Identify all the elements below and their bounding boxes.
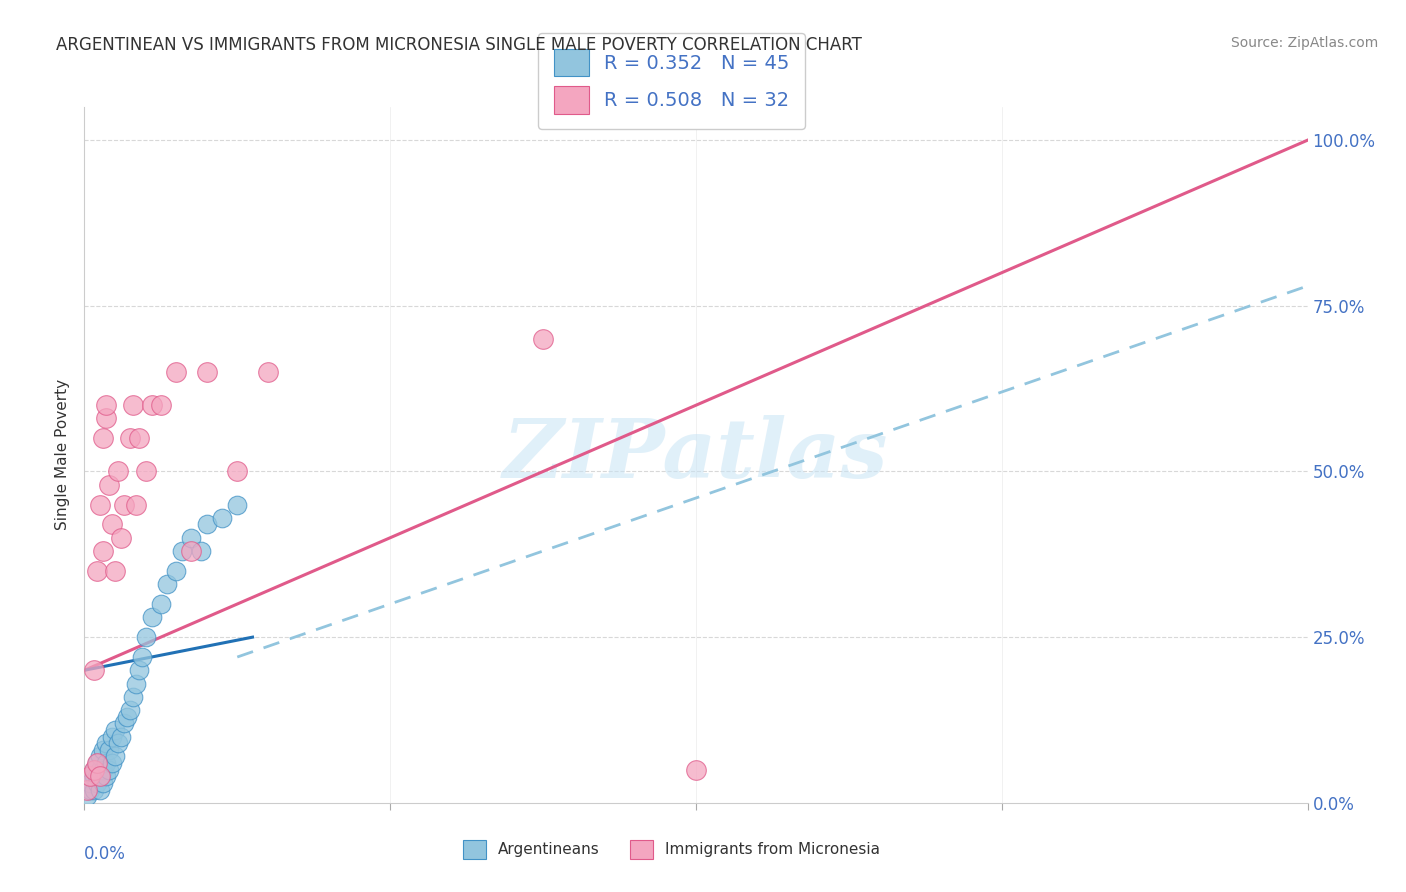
Point (211, 511, 233, 525)
Point (120, 703, 142, 717)
Point (226, 465, 249, 479)
Point (104, 723, 127, 737)
Point (83, 769, 105, 783)
Point (79, 782, 101, 797)
Point (112, 498, 135, 512)
Point (76, 789, 98, 804)
Point (141, 398, 163, 412)
Point (104, 749, 127, 764)
Point (190, 544, 212, 558)
Point (86, 756, 108, 770)
Point (141, 610, 163, 624)
Point (226, 498, 249, 512)
Point (101, 517, 124, 532)
Point (122, 690, 145, 704)
Point (685, 763, 707, 777)
Point (83, 663, 105, 677)
Point (104, 564, 127, 578)
Point (94, 736, 117, 750)
Point (112, 716, 135, 731)
Text: ARGENTINEAN VS IMMIGRANTS FROM MICRONESIA SINGLE MALE POVERTY CORRELATION CHART: ARGENTINEAN VS IMMIGRANTS FROM MICRONESI… (56, 36, 862, 54)
Point (94, 398, 117, 412)
Point (86, 564, 108, 578)
Point (172, 544, 194, 558)
Point (89, 749, 111, 764)
Point (195, 517, 218, 532)
Point (107, 736, 129, 750)
Point (94, 411, 117, 425)
Point (79, 769, 101, 783)
Point (97, 477, 120, 491)
Point (94, 756, 117, 770)
Point (89, 763, 111, 777)
Point (76, 782, 98, 797)
Point (83, 763, 105, 777)
Point (91, 763, 114, 777)
Point (89, 498, 111, 512)
Point (125, 498, 148, 512)
Point (86, 756, 108, 770)
Point (135, 465, 157, 479)
Point (89, 782, 111, 797)
Point (107, 465, 129, 479)
Text: ZIPatlas: ZIPatlas (503, 415, 889, 495)
Point (195, 365, 218, 379)
Point (531, 332, 554, 346)
Point (97, 763, 120, 777)
Point (110, 531, 132, 545)
Point (257, 365, 280, 379)
Point (135, 630, 157, 644)
Point (128, 431, 150, 445)
Point (83, 782, 105, 797)
Point (91, 544, 114, 558)
Text: 0.0%: 0.0% (84, 845, 127, 863)
Y-axis label: Single Male Poverty: Single Male Poverty (55, 379, 70, 531)
Point (94, 769, 117, 783)
Point (149, 398, 172, 412)
Point (180, 531, 202, 545)
Point (101, 730, 124, 744)
Point (122, 398, 145, 412)
Point (180, 544, 202, 558)
Point (91, 776, 114, 790)
Point (89, 769, 111, 783)
Text: Source: ZipAtlas.com: Source: ZipAtlas.com (1230, 36, 1378, 50)
Point (86, 776, 108, 790)
Point (97, 743, 120, 757)
Point (79, 776, 101, 790)
Point (91, 431, 114, 445)
Point (115, 709, 138, 723)
Point (110, 730, 132, 744)
Point (83, 763, 105, 777)
Point (149, 597, 172, 611)
Point (165, 564, 187, 578)
Point (165, 365, 187, 379)
Point (120, 431, 142, 445)
Point (125, 676, 148, 690)
Point (131, 650, 153, 665)
Point (101, 756, 124, 770)
Point (86, 769, 108, 783)
Point (156, 577, 179, 591)
Point (128, 663, 150, 677)
Legend: Argentineans, Immigrants from Micronesia: Argentineans, Immigrants from Micronesia (457, 834, 886, 864)
Point (89, 769, 111, 783)
Point (91, 743, 114, 757)
